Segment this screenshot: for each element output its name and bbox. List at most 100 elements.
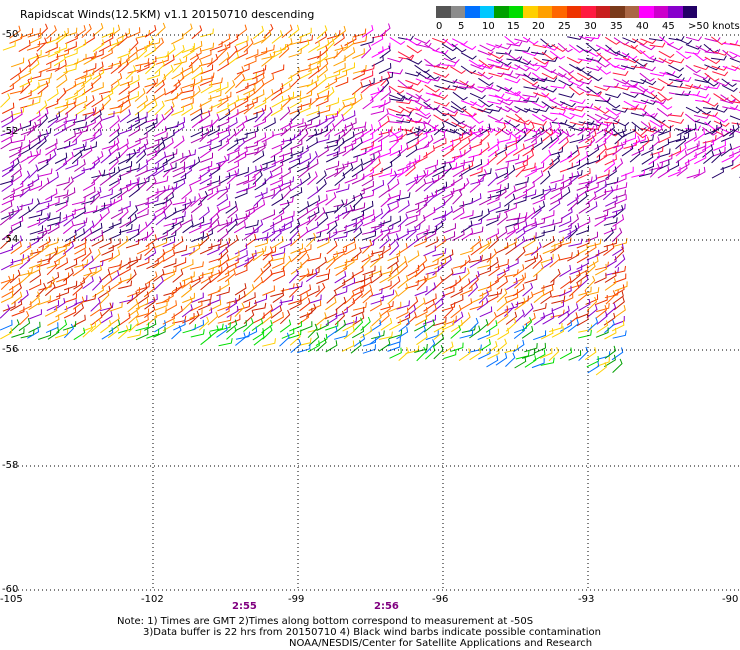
wind-barb: [163, 106, 174, 121]
wind-barb: [423, 319, 435, 333]
wind-barb: [298, 103, 311, 114]
wind-barb: [18, 68, 32, 80]
wind-barb: [560, 207, 573, 220]
wind-barb: [91, 61, 104, 75]
wind-barb: [407, 250, 420, 263]
wind-barb: [460, 52, 477, 60]
wind-barb: [271, 247, 286, 257]
wind-barb: [315, 125, 328, 136]
wind-barb: [468, 317, 479, 333]
wind-barb: [731, 122, 740, 125]
wind-barb: [504, 51, 521, 61]
wind-barb: [568, 169, 583, 179]
wind-barb: [442, 38, 458, 48]
wind-barb: [578, 35, 595, 42]
wind-barb: [287, 36, 302, 46]
wind-barb: [513, 195, 527, 205]
wind-barb: [434, 107, 450, 117]
wind-barb: [569, 99, 586, 105]
legend-swatch: [566, 6, 581, 18]
wind-barb: [135, 209, 149, 219]
wind-barb: [145, 195, 159, 206]
wind-barb: [495, 242, 509, 254]
wind-barb: [433, 199, 446, 212]
wind-barb: [135, 329, 149, 341]
wind-barb: [379, 303, 391, 317]
wind-barb: [236, 115, 248, 129]
wind-barb: [596, 303, 610, 313]
wind-barb: [620, 64, 638, 70]
wind-barb: [388, 178, 400, 192]
wind-barb: [695, 97, 711, 103]
wind-barb: [467, 344, 482, 353]
wind-barb: [650, 58, 667, 64]
wind-barb: [279, 106, 291, 121]
wind-barb: [91, 94, 104, 108]
wind-barb: [307, 340, 320, 353]
wind-barb: [558, 310, 570, 325]
wind-barb: [117, 90, 130, 102]
wind-barb: [639, 85, 655, 94]
wind-barb: [532, 263, 544, 278]
wind-barb: [730, 106, 740, 112]
wind-barb: [585, 275, 596, 291]
wind-barb: [190, 76, 203, 88]
wind-barb: [486, 151, 498, 165]
wind-barb: [281, 210, 295, 221]
wind-barb: [731, 65, 740, 70]
wind-barb: [20, 125, 34, 136]
wind-barb: [414, 343, 428, 353]
wind-barb: [36, 49, 50, 59]
wind-barb: [63, 208, 76, 220]
wind-barb: [414, 263, 426, 278]
wind-barb: [316, 273, 329, 285]
wind-barb: [83, 95, 95, 109]
wind-barb: [9, 204, 23, 214]
wind-barb: [685, 84, 702, 90]
wind-barb: [162, 129, 175, 142]
wind-barb: [53, 297, 66, 311]
wind-barb: [90, 190, 101, 205]
wind-barb: [594, 295, 608, 306]
wind-barb: [712, 50, 729, 56]
wind-barb: [522, 150, 534, 164]
wind-barb: [360, 277, 372, 290]
wind-barb: [432, 220, 444, 234]
wind-barb: [299, 172, 311, 186]
wind-barb: [414, 214, 426, 229]
wind-barb: [299, 297, 311, 312]
wind-barb: [153, 255, 165, 269]
wind-barb: [380, 71, 391, 87]
wind-barb: [81, 267, 92, 283]
wind-barb: [593, 189, 607, 201]
wind-barb: [550, 83, 567, 89]
wind-barb: [154, 51, 169, 60]
wind-barb: [596, 311, 608, 325]
wind-barb: [306, 201, 319, 214]
wind-barb: [542, 312, 555, 325]
legend-swatch: [465, 6, 480, 18]
wind-barb: [10, 299, 23, 312]
wind-barb: [270, 180, 284, 191]
wind-barb: [387, 256, 399, 270]
wind-barb: [513, 97, 530, 103]
wind-barb: [443, 279, 457, 291]
wind-barb: [333, 231, 348, 240]
wind-barb: [397, 275, 409, 289]
wind-barb: [164, 101, 175, 116]
wind-barb: [458, 268, 470, 282]
wind-barb: [407, 86, 424, 93]
wind-barb: [728, 150, 740, 157]
wind-barb: [650, 115, 666, 124]
wind-barb: [721, 78, 737, 88]
wind-barb: [216, 194, 229, 207]
wind-barb: [342, 320, 355, 332]
wind-barb: [226, 213, 238, 227]
wind-barb: [450, 325, 462, 339]
wind-barb: [352, 121, 367, 130]
wind-barb: [675, 150, 688, 164]
wind-barb: [146, 188, 159, 200]
wind-barb: [56, 27, 69, 40]
wind-barb: [701, 139, 715, 151]
wind-barb: [371, 312, 382, 327]
